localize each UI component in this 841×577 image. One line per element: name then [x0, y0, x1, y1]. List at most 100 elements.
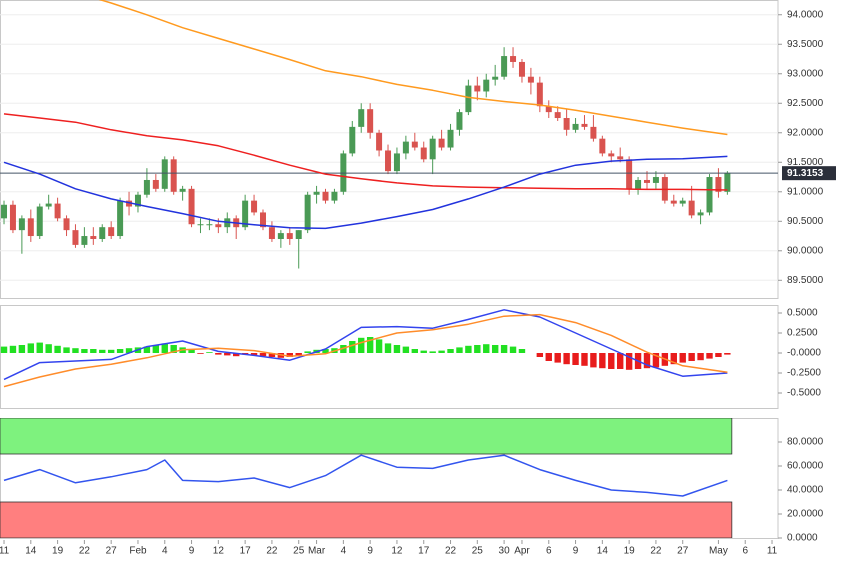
- x-tick-label: 27: [106, 546, 118, 557]
- candle-body: [670, 200, 677, 204]
- histogram-bar: [45, 344, 52, 353]
- candle-body: [679, 200, 686, 204]
- y-tick-label: 40.0000: [787, 485, 824, 496]
- x-tick-label: 25: [472, 546, 484, 557]
- histogram-bar: [679, 353, 686, 363]
- candle-body: [510, 56, 517, 62]
- histogram-bar: [393, 345, 401, 353]
- histogram-bar: [724, 353, 731, 355]
- x-tick-label: 12: [391, 546, 403, 557]
- x-tick-label: 9: [573, 546, 579, 557]
- histogram-bar: [197, 353, 204, 354]
- histogram-bar: [99, 349, 106, 353]
- histogram-bar: [304, 351, 311, 353]
- candle-body: [277, 233, 284, 239]
- histogram-bar: [18, 345, 26, 353]
- histogram-bar: [581, 353, 588, 366]
- y-tick-label: 93.5000: [787, 39, 824, 50]
- histogram-bar: [554, 353, 561, 363]
- candle-body: [126, 200, 133, 207]
- candle-body: [9, 204, 16, 231]
- candle-body: [63, 218, 70, 231]
- candle-body: [545, 106, 552, 113]
- histogram-bar: [456, 347, 463, 353]
- candle-body: [215, 224, 222, 228]
- histogram-bar: [617, 353, 624, 369]
- y-tick-label: 0.0000: [787, 533, 818, 544]
- candle-body: [599, 138, 606, 154]
- histogram-bar: [340, 345, 347, 353]
- histogram-bar: [107, 349, 115, 353]
- candle-body: [518, 61, 525, 77]
- candle-body: [349, 126, 356, 154]
- candle-body: [286, 233, 293, 239]
- histogram-bar: [420, 350, 427, 353]
- histogram-bar: [0, 346, 8, 353]
- candle-body: [45, 203, 52, 207]
- x-tick-label: 30: [499, 546, 511, 557]
- candle-body: [483, 79, 490, 92]
- histogram-bar: [9, 345, 17, 353]
- histogram-bar: [536, 353, 544, 357]
- candle-body: [322, 191, 329, 201]
- candle-body: [643, 179, 650, 183]
- y-tick-label: 92.0000: [787, 127, 824, 138]
- histogram-bar: [366, 337, 374, 353]
- x-tick-label: 14: [25, 546, 37, 557]
- histogram-bar: [438, 350, 445, 353]
- y-tick-label: 80.0000: [787, 437, 824, 448]
- candle-body: [108, 227, 115, 237]
- histogram-bar: [268, 353, 276, 357]
- candle-body: [1, 204, 8, 219]
- candle-body: [143, 179, 150, 195]
- indicator-line: [98, 0, 728, 136]
- y-tick-label: 90.0000: [787, 245, 824, 256]
- y-tick-label: 91.0000: [787, 186, 824, 197]
- histogram-bar: [161, 343, 168, 353]
- histogram-bar: [295, 353, 302, 356]
- histogram-bar: [215, 353, 222, 355]
- histogram-bar: [358, 337, 365, 353]
- x-tick-label: 25: [293, 546, 305, 557]
- candle-body: [626, 159, 633, 189]
- x-tick-label: 27: [677, 546, 689, 557]
- x-tick-label: 19: [52, 546, 64, 557]
- panel-frame: [0, 305, 779, 409]
- candle-body: [411, 141, 418, 148]
- histogram-bar: [63, 347, 70, 353]
- indicator-line: [3, 113, 728, 191]
- histogram-bar: [715, 353, 722, 357]
- plot-area: [0, 0, 778, 281]
- histogram-bar: [599, 353, 606, 369]
- candle-body: [501, 56, 508, 77]
- y-tick-label: 0.2500: [787, 328, 818, 339]
- histogram-bar: [608, 353, 615, 369]
- x-tick-label: 11: [0, 546, 10, 557]
- histogram-bar: [116, 349, 124, 353]
- candle-body: [242, 200, 249, 228]
- y-tick-label: 92.5000: [787, 98, 824, 109]
- rsi-zone: [0, 418, 733, 455]
- x-tick-label: 22: [266, 546, 278, 557]
- candle-body: [706, 177, 713, 213]
- x-tick-label: Mar: [308, 546, 326, 557]
- histogram-bar: [27, 343, 35, 353]
- x-tick-label: Apr: [514, 546, 530, 557]
- candle-body: [608, 153, 615, 157]
- histogram-bar: [322, 349, 329, 353]
- histogram-bar: [250, 353, 258, 356]
- histogram-bar: [491, 345, 499, 353]
- plot-area: [0, 309, 731, 388]
- last-price-box: [782, 166, 836, 181]
- candle-body: [161, 159, 168, 189]
- x-tick-label: 6: [546, 546, 552, 557]
- x-tick-label: May: [709, 546, 728, 557]
- histogram-bar: [152, 345, 160, 353]
- candle-body: [590, 126, 597, 139]
- candle-body: [635, 179, 642, 189]
- candle-body: [117, 200, 124, 237]
- histogram-bar: [474, 345, 481, 353]
- candle-body: [402, 141, 409, 154]
- candle-body: [429, 138, 436, 160]
- y-tick-label: 93.0000: [787, 68, 824, 79]
